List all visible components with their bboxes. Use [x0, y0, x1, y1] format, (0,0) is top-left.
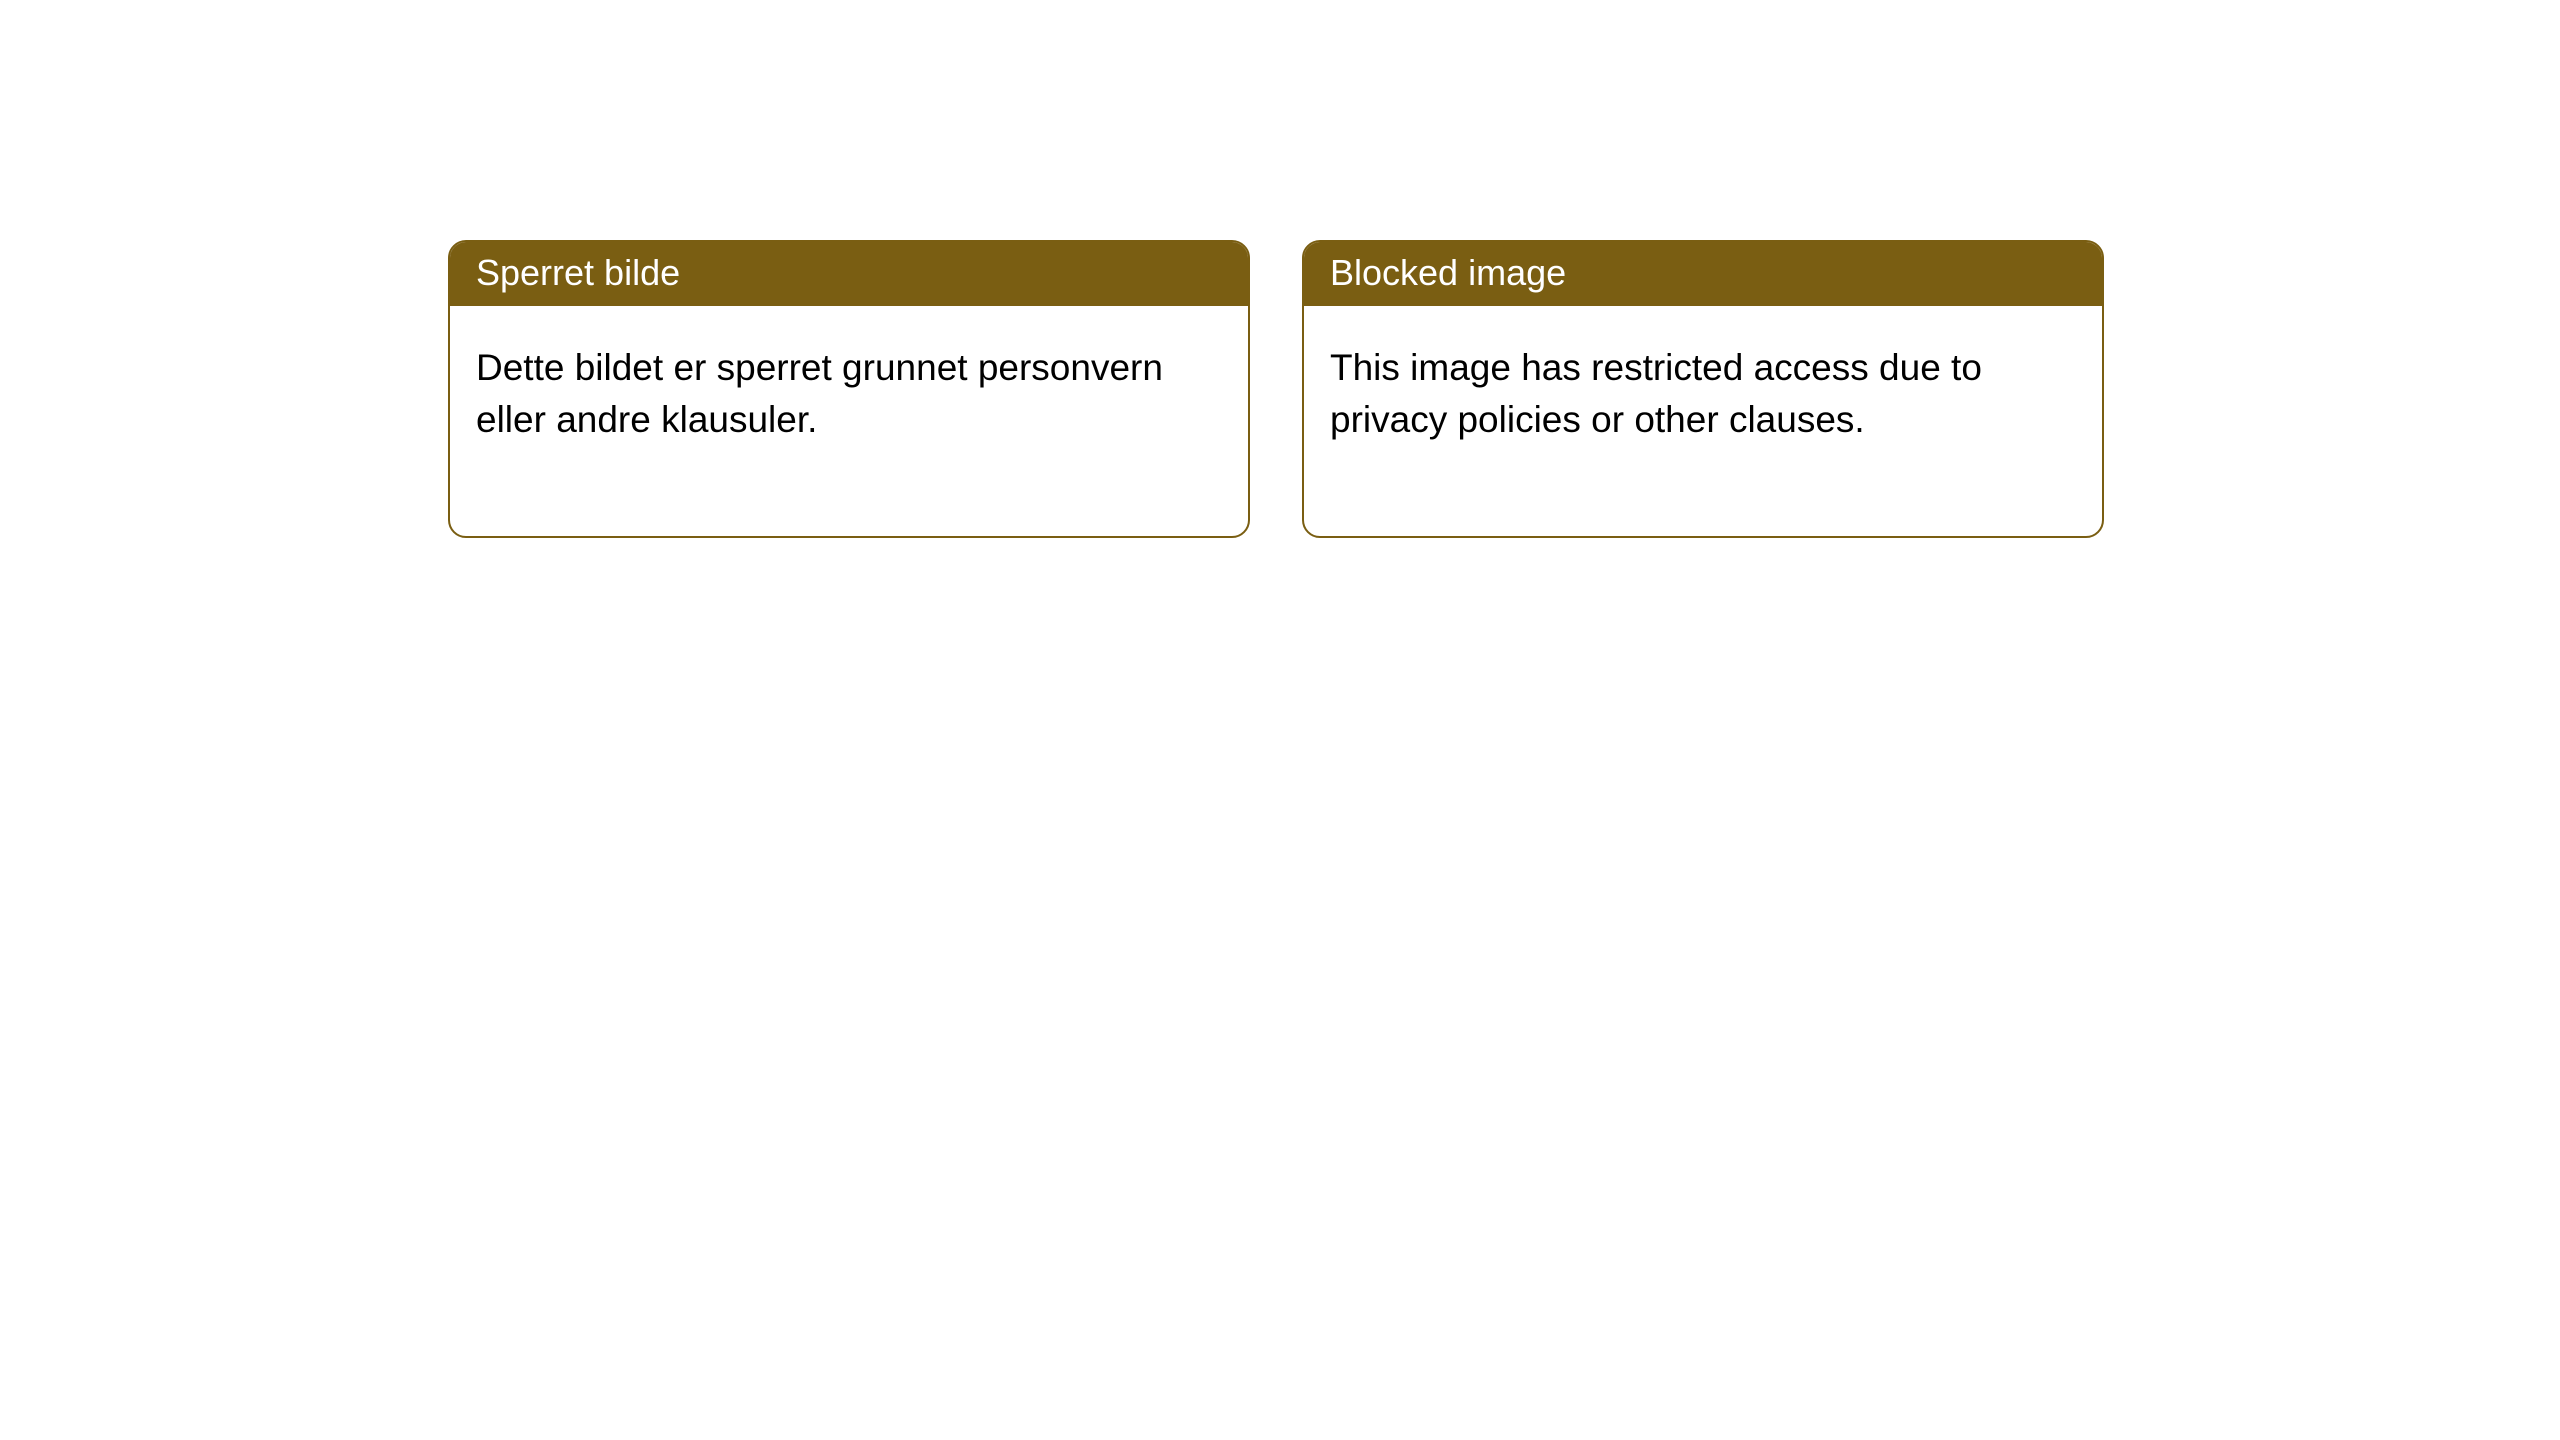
notice-box-norwegian: Sperret bilde Dette bildet er sperret gr…: [448, 240, 1250, 538]
notice-body: Dette bildet er sperret grunnet personve…: [450, 306, 1248, 536]
notice-title: Sperret bilde: [476, 252, 680, 293]
notice-header: Sperret bilde: [450, 242, 1248, 306]
notice-body-text: Dette bildet er sperret grunnet personve…: [476, 347, 1163, 440]
notice-container: Sperret bilde Dette bildet er sperret gr…: [0, 0, 2560, 538]
notice-title: Blocked image: [1330, 252, 1566, 293]
notice-body: This image has restricted access due to …: [1304, 306, 2102, 536]
notice-header: Blocked image: [1304, 242, 2102, 306]
notice-box-english: Blocked image This image has restricted …: [1302, 240, 2104, 538]
notice-body-text: This image has restricted access due to …: [1330, 347, 1982, 440]
